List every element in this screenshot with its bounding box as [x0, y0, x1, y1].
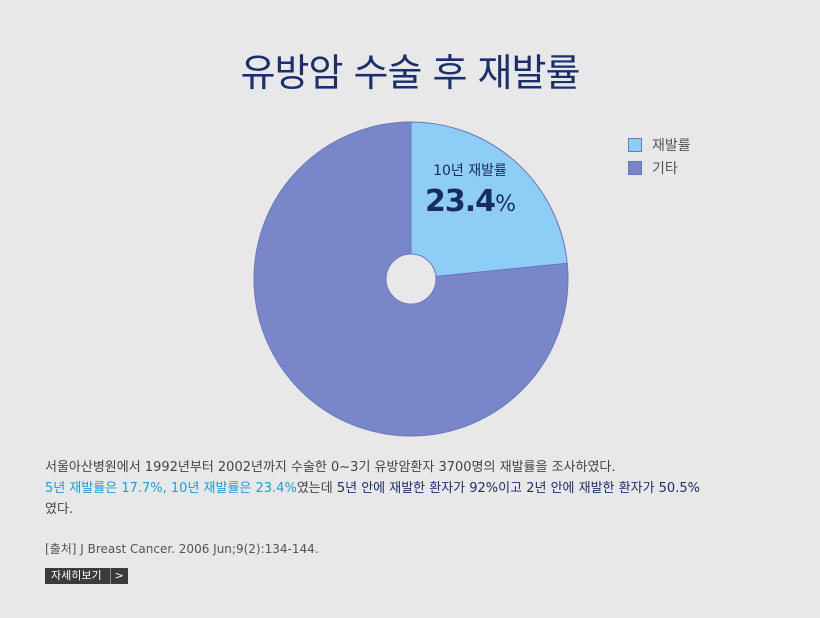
description: 서울아산병원에서 1992년부터 2002년까지 수술한 0~3기 유방암환자 … [45, 457, 785, 520]
description-end: 였다. [45, 502, 74, 517]
page-title: 유방암 수술 후 재발률 [240, 51, 581, 95]
legend-swatch-recurrence [628, 137, 642, 152]
annotation-number: 23.4 [425, 184, 496, 219]
source-citation: [출처] J Breast Cancer. 2006 Jun;9(2):134-… [45, 542, 319, 556]
legend-item-other: 기타 [628, 156, 691, 179]
pie-annotation: 10년 재발률 23.4% [420, 160, 520, 219]
chart-legend: 재발률 기타 [628, 133, 691, 179]
annotation-label: 10년 재발률 [433, 163, 507, 179]
legend-label-recurrence: 재발률 [652, 137, 691, 154]
annotation-unit: % [495, 192, 516, 217]
description-line2: 5년 재발률은 17.7%, 10년 재발률은 23.4%였는데 5년 안에 재… [45, 478, 785, 520]
description-highlight: 5년 재발률은 17.7%, 10년 재발률은 23.4% [45, 481, 297, 496]
pie-slice-0 [410, 121, 568, 280]
more-details-button[interactable]: 자세히보기 > [45, 568, 128, 584]
chevron-right-icon[interactable]: > [109, 568, 128, 584]
more-details-label[interactable]: 자세히보기 [51, 569, 102, 582]
legend-label-other: 기타 [652, 160, 678, 177]
legend-swatch-other [628, 160, 642, 175]
pie-center-hole [385, 253, 437, 305]
description-mid: 였는데 [296, 481, 337, 496]
description-line1: 서울아산병원에서 1992년부터 2002년까지 수술한 0~3기 유방암환자 … [45, 460, 616, 475]
legend-item-recurrence: 재발률 [628, 133, 691, 156]
description-dark: 5년 안에 재발한 환자가 92%이고 2년 안에 재발한 환자가 50.5% [336, 481, 700, 496]
annotation-value: 23.4% [420, 184, 520, 219]
